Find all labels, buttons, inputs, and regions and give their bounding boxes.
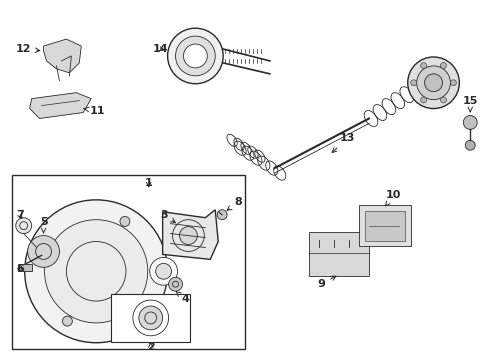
- Circle shape: [28, 235, 59, 267]
- Bar: [18, 264, 32, 271]
- Circle shape: [441, 63, 446, 68]
- Circle shape: [16, 218, 32, 234]
- Circle shape: [466, 140, 475, 150]
- Circle shape: [411, 80, 416, 86]
- Circle shape: [408, 57, 459, 109]
- Circle shape: [441, 97, 446, 103]
- Circle shape: [168, 28, 223, 84]
- Circle shape: [45, 220, 148, 323]
- Circle shape: [120, 216, 130, 226]
- Polygon shape: [163, 210, 218, 260]
- Circle shape: [425, 74, 442, 92]
- Text: 7: 7: [16, 210, 24, 220]
- Circle shape: [150, 257, 177, 285]
- Text: 1: 1: [145, 178, 152, 188]
- Text: 11: 11: [84, 105, 105, 116]
- Circle shape: [139, 306, 163, 330]
- Text: 6: 6: [16, 264, 24, 274]
- Bar: [365, 211, 405, 240]
- Text: 4: 4: [176, 292, 190, 304]
- Bar: [12, 175, 245, 349]
- Circle shape: [156, 264, 171, 279]
- Text: 13: 13: [332, 133, 355, 153]
- Circle shape: [416, 66, 450, 100]
- Text: 3: 3: [160, 210, 175, 222]
- Circle shape: [62, 316, 73, 326]
- Circle shape: [450, 80, 456, 86]
- Text: 15: 15: [463, 96, 478, 112]
- Bar: [359, 205, 411, 247]
- Polygon shape: [44, 39, 81, 73]
- Circle shape: [420, 97, 427, 103]
- Circle shape: [41, 238, 51, 247]
- Circle shape: [464, 116, 477, 129]
- Circle shape: [24, 200, 168, 343]
- Circle shape: [179, 227, 197, 244]
- Text: 2: 2: [147, 342, 155, 352]
- Circle shape: [420, 63, 427, 68]
- Bar: [111, 294, 191, 342]
- Circle shape: [183, 44, 207, 68]
- Text: 10: 10: [386, 190, 401, 206]
- Text: 9: 9: [318, 276, 336, 289]
- Text: 5: 5: [40, 217, 48, 233]
- Polygon shape: [30, 93, 91, 118]
- Circle shape: [217, 210, 227, 220]
- Text: 12: 12: [16, 44, 40, 54]
- Circle shape: [169, 277, 182, 291]
- Text: 14: 14: [153, 44, 169, 54]
- Text: 8: 8: [227, 197, 242, 210]
- Bar: [310, 231, 369, 276]
- Circle shape: [141, 295, 151, 305]
- Circle shape: [175, 36, 215, 76]
